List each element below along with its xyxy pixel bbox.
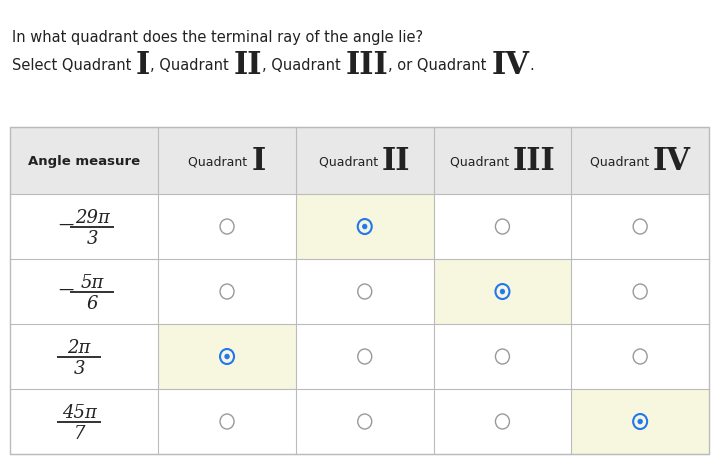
Text: Quadrant: Quadrant [449,155,513,168]
Text: Select Quadrant: Select Quadrant [12,57,136,73]
Text: 45π: 45π [62,403,96,420]
Text: III: III [346,50,388,80]
Ellipse shape [500,290,505,294]
Text: Quadrant: Quadrant [590,155,653,168]
Text: II: II [234,50,262,80]
Text: 6: 6 [86,294,98,312]
Text: In what quadrant does the terminal ray of the angle lie?: In what quadrant does the terminal ray o… [12,30,423,45]
Bar [10,128,709,454]
Bar [296,195,434,259]
Text: 7: 7 [73,424,85,442]
Text: —: — [58,281,74,297]
Text: IV: IV [491,50,529,80]
Text: IV: IV [653,146,691,177]
Text: , or Quadrant: , or Quadrant [388,57,491,73]
Text: 5π: 5π [81,273,104,291]
Ellipse shape [362,224,367,230]
Text: III: III [513,146,555,177]
Text: Quadrant: Quadrant [319,155,382,168]
Bar [10,128,709,195]
Bar [434,259,572,325]
Text: Angle measure: Angle measure [28,155,140,168]
Bar [572,389,709,454]
Text: —: — [58,217,74,231]
Text: .: . [529,57,534,73]
Text: II: II [382,146,411,177]
Text: Quadrant: Quadrant [188,155,252,168]
Text: I: I [136,50,150,80]
Ellipse shape [225,354,229,359]
Text: 3: 3 [86,229,98,247]
Text: , Quadrant: , Quadrant [150,57,234,73]
Text: 2π: 2π [68,338,91,356]
Text: 3: 3 [73,359,85,377]
Text: I: I [252,146,266,177]
Bar [158,325,296,389]
Text: , Quadrant: , Quadrant [262,57,346,73]
Ellipse shape [638,419,642,424]
Text: 29π: 29π [75,208,109,226]
